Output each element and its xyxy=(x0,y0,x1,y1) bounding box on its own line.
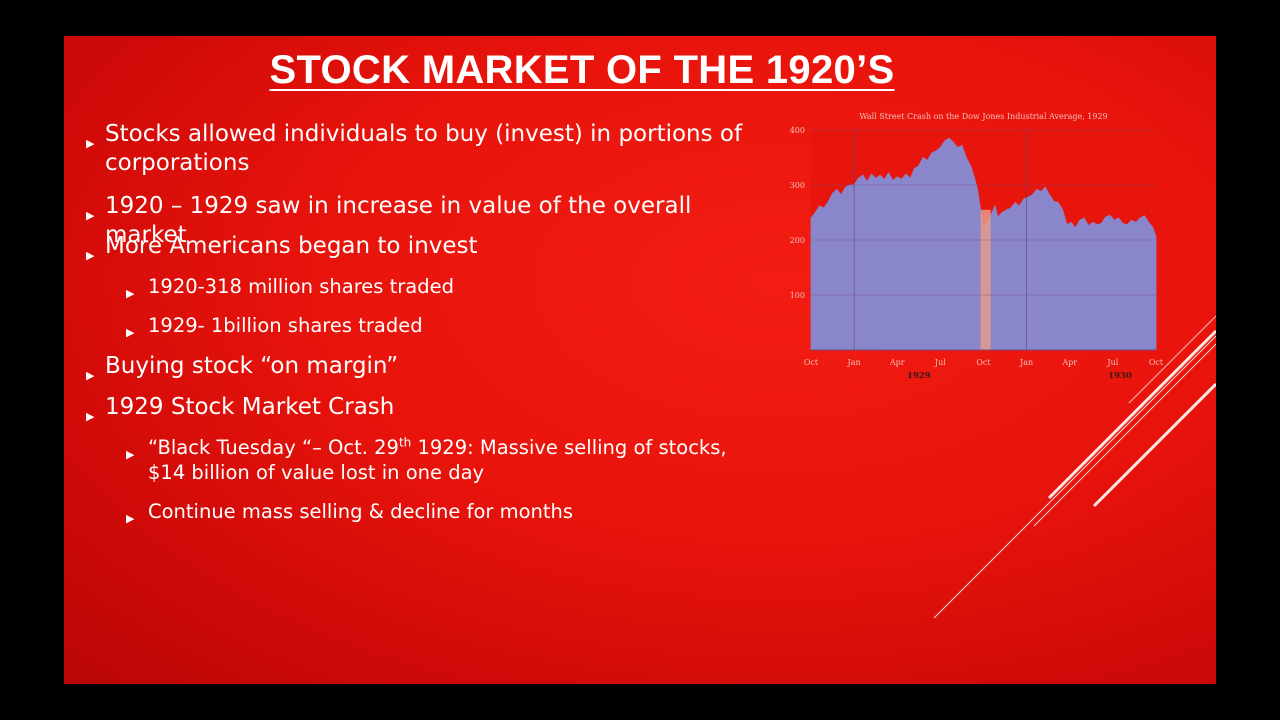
subbullet-1929-shares: ▶ 1929- 1billion shares traded xyxy=(126,313,766,339)
bullet-arrow-icon: ▶ xyxy=(86,209,95,222)
x-tick-label-5: Jan xyxy=(1019,358,1033,367)
bullet-crash: ▶ 1929 Stock Market Crash xyxy=(86,393,776,423)
y-tick-label-400: 400 xyxy=(790,126,805,135)
x-tick-label-6: Apr xyxy=(1061,358,1077,367)
x-tick-label-4: Oct xyxy=(976,358,991,367)
y-tick-label-100: 100 xyxy=(790,291,805,300)
subbullet-continue-selling: ▶ Continue mass selling & decline for mo… xyxy=(126,499,766,525)
year-label-1930: 1930 xyxy=(1108,371,1132,381)
bullet-more-americans: ▶ More Americans began to invest xyxy=(86,232,776,262)
bullet-arrow-icon: ▶ xyxy=(126,287,135,300)
bullet-on-margin: ▶ Buying stock “on margin” xyxy=(86,352,776,382)
bullet-arrow-icon: ▶ xyxy=(86,249,95,262)
bullet-stocks-allowed: ▶ Stocks allowed individuals to buy (inv… xyxy=(86,121,743,176)
dow-jones-chart: 100 200 300 400 Oct Jan Apr Jul Oct Jan Apr Jul Oct 1… xyxy=(790,112,1164,381)
year-label-1929: 1929 xyxy=(907,371,931,381)
x-tick-label-8: Oct xyxy=(1149,358,1164,367)
slide-title: STOCK MARKET OF THE 1920’S xyxy=(269,48,895,92)
slide: STOCK MARKET OF THE 1920’S ▶ Stocks allo… xyxy=(64,36,1216,684)
bullet-arrow-icon: ▶ xyxy=(86,410,95,423)
chart-title: Wall Street Crash on the Dow Jones Indus… xyxy=(859,112,1107,121)
decor-line-2 xyxy=(1092,382,1216,508)
x-tick-label-1: Jan xyxy=(847,358,861,367)
bullet-increase-value: ▶ 1920 – 1929 saw in increase in value o… xyxy=(86,193,692,248)
x-tick-label-7: Jul xyxy=(1106,358,1118,367)
bullet-arrow-icon: ▶ xyxy=(126,448,135,461)
subbullet-1920-shares: ▶ 1920-318 million shares traded xyxy=(126,274,766,300)
x-tick-label-3: Jul xyxy=(934,358,946,367)
bullet-arrow-icon: ▶ xyxy=(86,369,95,382)
x-tick-label-0: Oct xyxy=(804,358,819,367)
crash-highlight xyxy=(980,209,991,350)
y-tick-label-200: 200 xyxy=(790,236,805,245)
subbullet-black-tuesday: ▶ “Black Tuesday “– Oct. 29th 1929: Mass… xyxy=(126,435,727,484)
bullet-arrow-icon: ▶ xyxy=(126,326,135,339)
bullet-arrow-icon: ▶ xyxy=(126,512,135,525)
bullet-arrow-icon: ▶ xyxy=(86,137,95,150)
y-tick-label-300: 300 xyxy=(790,181,805,190)
x-tick-label-2: Apr xyxy=(889,358,905,367)
